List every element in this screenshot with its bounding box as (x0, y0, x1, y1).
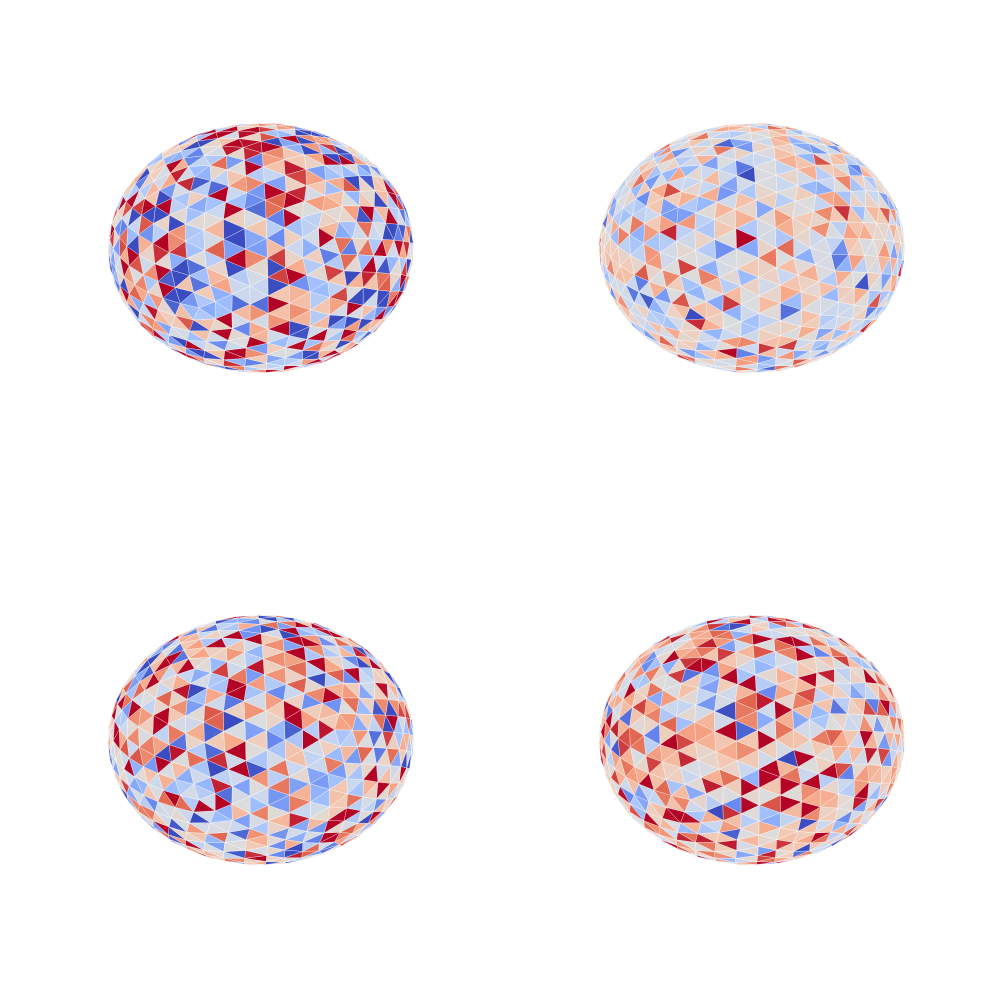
sphere-panel-bottom-left (107, 615, 415, 865)
sphere-panel-top-left (107, 123, 415, 373)
mesh-face (736, 729, 759, 751)
sphere-panel-bottom-right (598, 615, 906, 865)
mesh-face (245, 237, 268, 259)
mesh-face (736, 237, 759, 259)
mesh-face (245, 729, 268, 751)
sphere-panel-top-right (598, 123, 906, 373)
